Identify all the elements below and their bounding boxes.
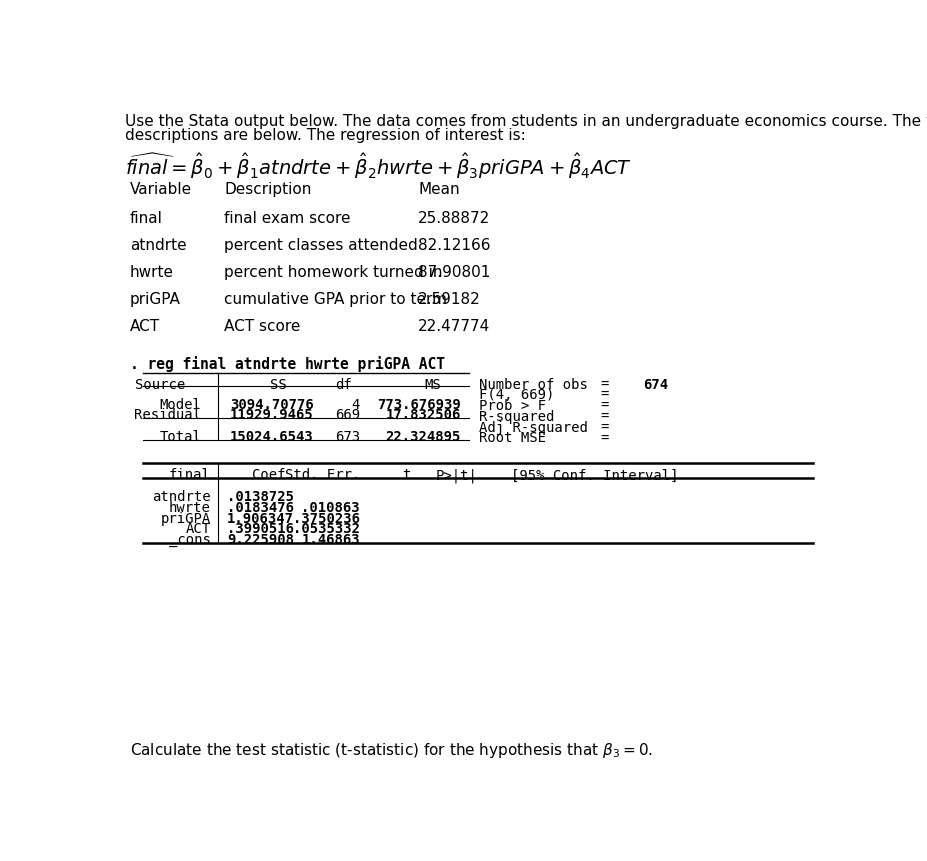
Text: 773.676939: 773.676939 xyxy=(376,397,461,411)
Text: t: t xyxy=(402,468,411,482)
Text: . reg final atndrte hwrte priGPA ACT: . reg final atndrte hwrte priGPA ACT xyxy=(130,356,444,372)
Text: $\widehat{final} = \hat{\beta}_0 + \hat{\beta}_1 atndrte + \hat{\beta}_2 hwrte +: $\widehat{final} = \hat{\beta}_0 + \hat{… xyxy=(125,151,632,181)
Text: SS: SS xyxy=(270,377,286,391)
Text: final: final xyxy=(169,468,210,482)
Text: df: df xyxy=(336,377,352,391)
Text: 673: 673 xyxy=(335,430,360,443)
Text: 1.906347: 1.906347 xyxy=(227,511,294,525)
Text: Residual: Residual xyxy=(134,408,201,422)
Text: Variable: Variable xyxy=(130,182,192,197)
Text: .0138725: .0138725 xyxy=(227,489,294,504)
Text: ACT: ACT xyxy=(130,319,159,334)
Text: Root MSE: Root MSE xyxy=(478,431,545,445)
Text: .010863: .010863 xyxy=(301,500,360,514)
Text: final: final xyxy=(130,211,162,226)
Text: .3750236: .3750236 xyxy=(293,511,360,525)
Text: 1.46863: 1.46863 xyxy=(301,532,360,547)
Text: Adj R-squared: Adj R-squared xyxy=(478,420,587,434)
Text: Calculate the test statistic (t-statistic) for the hypothesis that $\beta_3 = 0$: Calculate the test statistic (t-statisti… xyxy=(130,740,653,759)
Text: 9.225908: 9.225908 xyxy=(227,532,294,547)
Text: percent classes attended: percent classes attended xyxy=(224,238,418,253)
Text: hwrte: hwrte xyxy=(169,500,210,514)
Text: F(4, 669): F(4, 669) xyxy=(478,388,553,402)
Text: 87.90801: 87.90801 xyxy=(418,265,490,280)
Text: cumulative GPA prior to term: cumulative GPA prior to term xyxy=(224,292,447,307)
Text: 22.324895: 22.324895 xyxy=(385,430,461,443)
Text: 674: 674 xyxy=(642,377,667,391)
Text: =: = xyxy=(600,388,608,402)
Text: atndrte: atndrte xyxy=(130,238,186,253)
Text: .3990516: .3990516 xyxy=(227,522,294,536)
Text: 11929.9465: 11929.9465 xyxy=(230,408,313,422)
Text: Source: Source xyxy=(135,377,185,391)
Text: Coef.: Coef. xyxy=(252,468,294,482)
Text: 15024.6543: 15024.6543 xyxy=(230,430,313,443)
Text: Prob > F: Prob > F xyxy=(478,399,545,412)
Text: final exam score: final exam score xyxy=(224,211,350,226)
Text: =: = xyxy=(600,410,608,424)
Text: priGPA: priGPA xyxy=(160,511,210,525)
Text: P>|t|: P>|t| xyxy=(436,468,477,482)
Text: Number of obs: Number of obs xyxy=(478,377,587,391)
Text: =: = xyxy=(600,431,608,445)
Text: priGPA: priGPA xyxy=(130,292,181,307)
Text: R-squared: R-squared xyxy=(478,410,553,424)
Text: Description: Description xyxy=(224,182,311,197)
Text: descriptions are below. The regression of interest is:: descriptions are below. The regression o… xyxy=(125,128,526,143)
Text: Mean: Mean xyxy=(418,182,460,197)
Text: Std. Err.: Std. Err. xyxy=(285,468,360,482)
Text: [95% Conf. Interval]: [95% Conf. Interval] xyxy=(511,468,678,482)
Text: 669: 669 xyxy=(335,408,360,422)
Text: =: = xyxy=(600,420,608,434)
Text: MS: MS xyxy=(425,377,441,391)
Text: percent homework turned in: percent homework turned in xyxy=(224,265,442,280)
Text: 22.47774: 22.47774 xyxy=(418,319,490,334)
Text: .0183476: .0183476 xyxy=(227,500,294,514)
Text: .0535332: .0535332 xyxy=(293,522,360,536)
Text: =: = xyxy=(600,399,608,412)
Text: 25.88872: 25.88872 xyxy=(418,211,490,226)
Text: 2.59182: 2.59182 xyxy=(418,292,480,307)
Text: ACT score: ACT score xyxy=(224,319,300,334)
Text: _cons: _cons xyxy=(169,532,210,547)
Text: 4: 4 xyxy=(351,397,360,411)
Text: 82.12166: 82.12166 xyxy=(418,238,490,253)
Text: Model: Model xyxy=(159,397,201,411)
Text: ACT: ACT xyxy=(185,522,210,536)
Text: atndrte: atndrte xyxy=(152,489,210,504)
Text: =: = xyxy=(600,377,608,391)
Text: 17.832506: 17.832506 xyxy=(385,408,461,422)
Text: 3094.70776: 3094.70776 xyxy=(230,397,313,411)
Text: hwrte: hwrte xyxy=(130,265,173,280)
Text: Use the Stata output below. The data comes from students in an undergraduate eco: Use the Stata output below. The data com… xyxy=(125,115,927,129)
Text: Total: Total xyxy=(159,430,201,443)
